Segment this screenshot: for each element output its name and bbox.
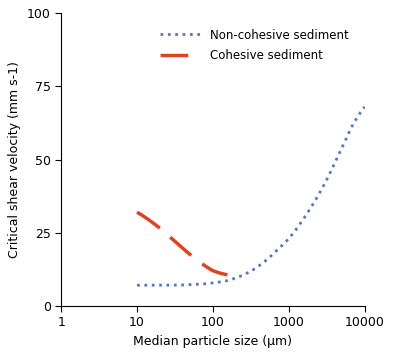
Non-cohesive sediment [321,183,326,188]
Non-cohesive sediment [258,263,263,267]
Non-cohesive sediment [135,283,140,287]
Cohesive sediment [218,271,223,275]
Cohesive sediment [233,274,238,279]
X-axis label: Median particle size (μm): Median particle size (μm) [134,335,292,348]
Cohesive sediment [195,258,200,262]
Line: Non-cohesive sediment: Non-cohesive sediment [137,107,365,285]
Non-cohesive sediment [270,252,275,257]
Non-cohesive sediment [244,271,249,276]
Y-axis label: Critical shear velocity (mm s-1): Critical shear velocity (mm s-1) [8,61,21,258]
Cohesive sediment [135,210,140,214]
Cohesive sediment [135,210,140,214]
Cohesive sediment [193,257,198,261]
Non-cohesive sediment [357,112,362,116]
Line: Cohesive sediment: Cohesive sediment [137,212,236,277]
Non-cohesive sediment [362,105,367,109]
Cohesive sediment [224,272,229,277]
Cohesive sediment [193,257,198,261]
Non-cohesive sediment [243,272,248,276]
Legend: Non-cohesive sediment, Cohesive sediment: Non-cohesive sediment, Cohesive sediment [156,25,353,65]
